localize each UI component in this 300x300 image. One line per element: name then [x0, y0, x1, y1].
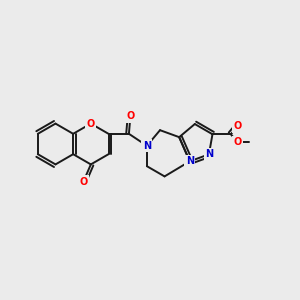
- Text: N: N: [186, 156, 194, 166]
- Text: O: O: [233, 137, 242, 147]
- Text: O: O: [87, 118, 95, 129]
- Text: N: N: [143, 141, 151, 151]
- Text: O: O: [126, 111, 134, 122]
- Text: N: N: [205, 149, 213, 159]
- Text: O: O: [233, 122, 242, 131]
- Text: O: O: [79, 177, 88, 187]
